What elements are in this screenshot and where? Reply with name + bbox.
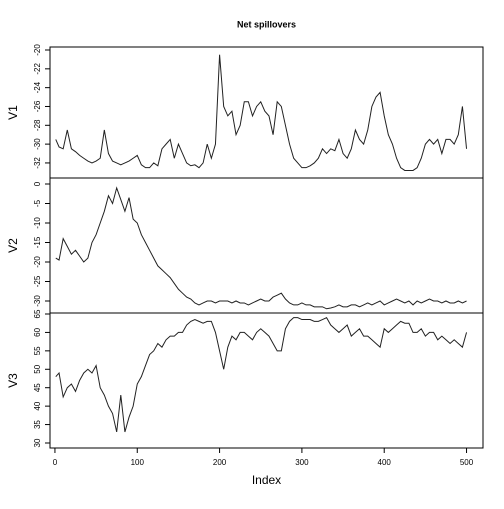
y-tick-label: 40 bbox=[33, 401, 42, 410]
y-tick-label: -20 bbox=[33, 44, 42, 56]
y-tick-label: -26 bbox=[33, 100, 42, 112]
y-tick-label: -30 bbox=[33, 295, 42, 307]
y-tick-label: -32 bbox=[33, 157, 42, 169]
y-tick-label: 60 bbox=[33, 327, 42, 336]
y-tick-label: 65 bbox=[33, 309, 42, 318]
y-axis-label: V1 bbox=[6, 105, 20, 120]
x-tick-label: 300 bbox=[295, 458, 309, 467]
panel-frame bbox=[49, 312, 484, 449]
x-tick-label: 0 bbox=[53, 458, 58, 467]
y-tick-label: -30 bbox=[33, 138, 42, 150]
y-tick-label: 55 bbox=[33, 346, 42, 355]
y-axis-label: V3 bbox=[6, 373, 20, 388]
x-axis-label: Index bbox=[252, 473, 281, 487]
x-tick-label: 400 bbox=[378, 458, 392, 467]
panel-frame bbox=[49, 177, 484, 314]
y-tick-label: -15 bbox=[33, 236, 42, 248]
y-tick-label: -20 bbox=[33, 256, 42, 268]
y-tick-label: -5 bbox=[33, 199, 42, 207]
y-tick-label: 50 bbox=[33, 364, 42, 373]
y-tick-label: -24 bbox=[33, 81, 42, 93]
data-line bbox=[55, 317, 468, 433]
data-line bbox=[55, 186, 467, 310]
y-tick-label: 30 bbox=[33, 438, 42, 447]
y-tick-label: -28 bbox=[33, 119, 42, 131]
chart-title: Net spillovers bbox=[237, 19, 296, 29]
x-tick-label: 500 bbox=[460, 458, 474, 467]
y-axis-label: V2 bbox=[6, 238, 20, 253]
y-tick-label: -22 bbox=[33, 63, 42, 75]
data-line bbox=[55, 54, 468, 171]
y-tick-label: 0 bbox=[33, 181, 42, 186]
x-tick-label: 200 bbox=[213, 458, 227, 467]
y-tick-label: 45 bbox=[33, 383, 42, 392]
y-tick-label: -25 bbox=[33, 275, 42, 287]
y-tick-label: 35 bbox=[33, 420, 42, 429]
x-tick-label: 100 bbox=[131, 458, 145, 467]
y-tick-label: -10 bbox=[33, 217, 42, 229]
